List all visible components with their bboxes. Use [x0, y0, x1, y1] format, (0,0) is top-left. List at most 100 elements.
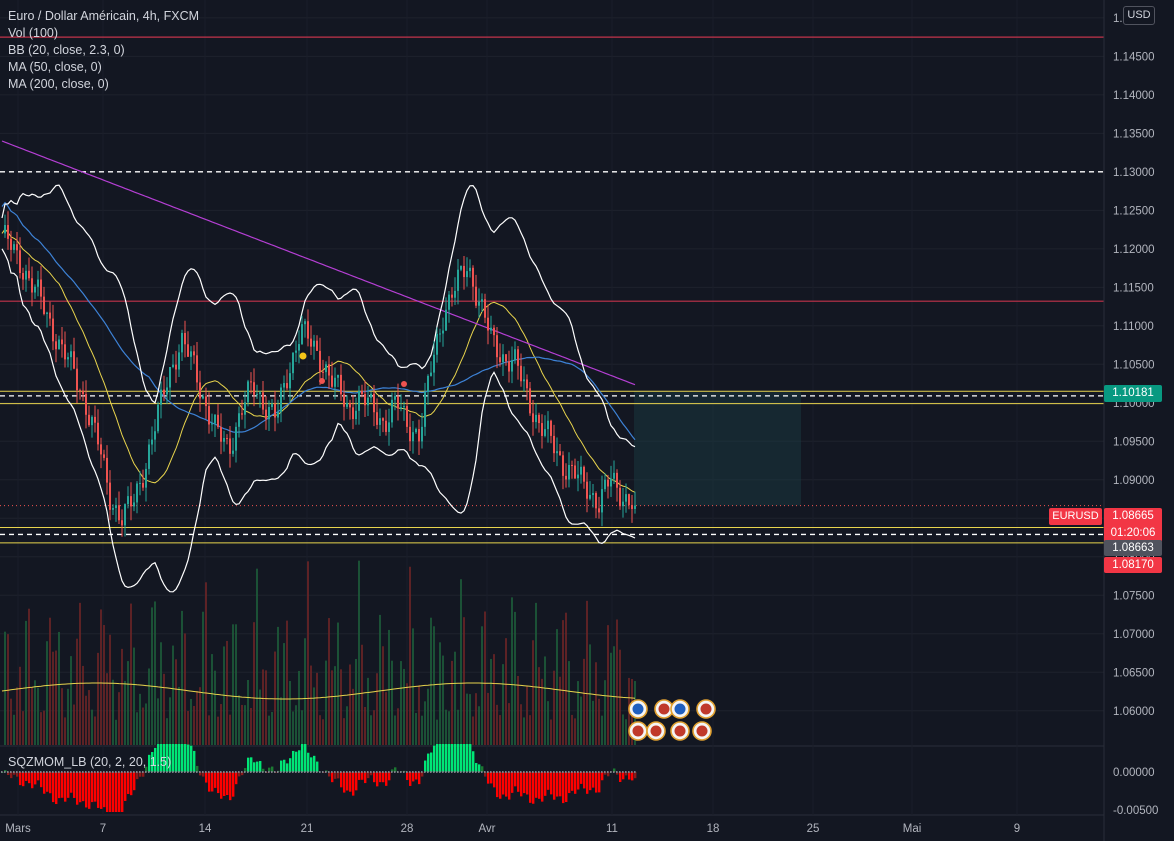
- candle-body: [184, 332, 186, 345]
- momentum-bar: [505, 772, 508, 797]
- indicator-ma200[interactable]: MA (200, close, 0): [8, 77, 109, 91]
- momentum-tick-label: -0.00500: [1113, 805, 1158, 817]
- squeeze-dot: [229, 771, 231, 773]
- volume-bar: [292, 711, 294, 745]
- momentum-bar: [352, 772, 355, 796]
- volume-bar: [88, 690, 90, 745]
- momentum-bar: [136, 772, 139, 780]
- momentum-bar: [634, 772, 637, 779]
- indicator-ma50[interactable]: MA (50, close, 0): [8, 60, 102, 74]
- squeeze-dot: [514, 771, 516, 773]
- volume-bar: [472, 716, 474, 745]
- squeeze-dot: [193, 771, 195, 773]
- candle-body: [22, 273, 24, 280]
- candle-body: [106, 457, 108, 483]
- volume-bar: [82, 665, 84, 745]
- volume-bar: [625, 719, 627, 745]
- momentum-bar: [163, 744, 166, 772]
- volume-bar: [598, 698, 600, 745]
- volume-bar: [541, 678, 543, 745]
- squeeze-dot: [88, 771, 90, 773]
- momentum-bar: [412, 772, 415, 782]
- candle-body: [154, 431, 156, 440]
- squeeze-dot: [496, 771, 498, 773]
- candle-body: [121, 520, 123, 526]
- squeeze-dot: [439, 771, 441, 773]
- squeeze-dot: [328, 771, 330, 773]
- momentum-bar: [376, 772, 379, 787]
- volume-bar: [49, 617, 51, 745]
- momentum-bar: [316, 761, 319, 772]
- squeeze-dot: [46, 771, 48, 773]
- candle-body: [340, 374, 342, 395]
- momentum-bar: [586, 772, 589, 794]
- squeeze-dot: [403, 771, 405, 773]
- symbol-title[interactable]: Euro / Dollar Américain, 4h, FXCM: [8, 9, 200, 23]
- indicator-lines: [1, 140, 636, 593]
- volume-bar: [259, 689, 261, 745]
- momentum-bar: [82, 772, 85, 802]
- squeeze-dot: [502, 771, 504, 773]
- indicator-vol[interactable]: Vol (100): [8, 26, 59, 40]
- momentum-bar: [121, 772, 124, 812]
- volume-bar: [397, 708, 399, 745]
- squeeze-dot: [265, 771, 267, 773]
- volume-bar: [70, 656, 72, 745]
- volume-bar: [499, 715, 501, 745]
- candle-body: [160, 389, 162, 405]
- momentum-bar: [472, 751, 475, 772]
- momentum-bar: [571, 772, 574, 791]
- volume-bar: [523, 717, 525, 745]
- volume-bar: [538, 667, 540, 745]
- squeeze-dot: [547, 771, 549, 773]
- momentum-bar: [577, 772, 580, 790]
- candle-body: [484, 299, 486, 318]
- volume-bar: [484, 611, 486, 745]
- momentum-bar: [331, 772, 334, 783]
- volume-bar: [367, 677, 369, 745]
- squeeze-dot: [358, 771, 360, 773]
- momentum-bar: [373, 772, 376, 783]
- candle-body: [55, 341, 57, 350]
- candle-body: [91, 416, 93, 426]
- squeeze-dot: [451, 771, 453, 773]
- candle-body: [82, 390, 84, 395]
- volume-bar: [178, 686, 180, 745]
- squeeze-dot: [631, 771, 633, 773]
- momentum-bar: [622, 772, 625, 780]
- candle-body: [427, 375, 429, 392]
- candle-body: [442, 330, 444, 334]
- currency-badge[interactable]: USD: [1123, 6, 1155, 25]
- upper-level-tag: 1.10181: [1104, 385, 1162, 402]
- candle-body: [406, 406, 408, 427]
- momentum-bar: [565, 772, 568, 803]
- candle-body: [142, 482, 144, 488]
- volume-bar: [46, 641, 48, 745]
- volume-bar: [247, 679, 249, 745]
- squeeze-dot: [577, 771, 579, 773]
- squeeze-dot: [574, 771, 576, 773]
- volume-bar: [589, 644, 591, 745]
- momentum-bar: [46, 772, 49, 792]
- candle-body: [64, 344, 66, 360]
- candle-body: [325, 364, 327, 373]
- ma50-line: [1, 201, 636, 441]
- volume-bar: [391, 660, 393, 745]
- squeeze-dot: [544, 771, 546, 773]
- squeeze-dot: [172, 771, 174, 773]
- candle-body: [403, 406, 405, 408]
- momentum-bar: [631, 772, 634, 781]
- squeeze-dot: [70, 771, 72, 773]
- indicator-bb[interactable]: BB (20, close, 2.3, 0): [8, 43, 125, 57]
- momentum-label[interactable]: SQZMOM_LB (20, 2, 20, 1.5): [8, 755, 172, 769]
- candle-body: [223, 438, 225, 442]
- squeeze-dot: [319, 771, 321, 773]
- squeeze-dot: [430, 771, 432, 773]
- momentum-bar: [166, 744, 169, 772]
- candle-body: [553, 435, 555, 454]
- momentum-bar: [124, 772, 127, 801]
- volume-bar: [22, 711, 24, 745]
- momentum-bar: [115, 772, 118, 812]
- volume-bar: [229, 714, 231, 745]
